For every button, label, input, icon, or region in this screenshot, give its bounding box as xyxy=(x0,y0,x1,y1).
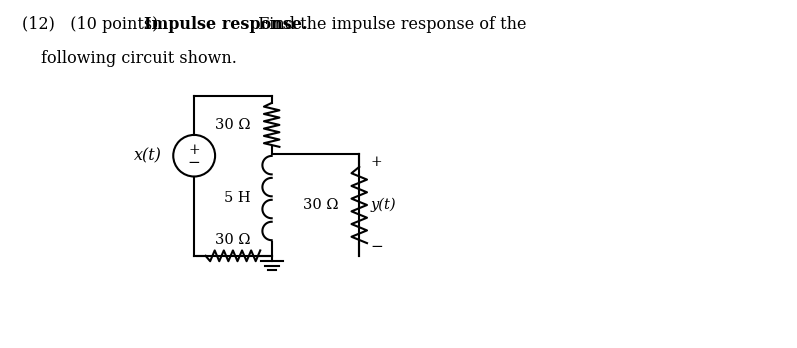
Text: 30 Ω: 30 Ω xyxy=(215,232,251,247)
Text: +: + xyxy=(370,155,382,169)
Text: −: − xyxy=(370,239,383,254)
Text: Find the impulse response of the: Find the impulse response of the xyxy=(253,16,527,33)
Text: (12)   (10 points): (12) (10 points) xyxy=(22,16,164,33)
Text: Impulse response.: Impulse response. xyxy=(144,16,308,33)
Text: 30 Ω: 30 Ω xyxy=(303,198,338,212)
Text: 30 Ω: 30 Ω xyxy=(215,118,251,132)
Text: +: + xyxy=(188,143,200,157)
Text: x(t): x(t) xyxy=(134,147,162,164)
Text: following circuit shown.: following circuit shown. xyxy=(41,50,238,68)
Text: −: − xyxy=(188,156,201,170)
Text: y(t): y(t) xyxy=(370,198,396,212)
Text: 5 H: 5 H xyxy=(224,191,251,205)
